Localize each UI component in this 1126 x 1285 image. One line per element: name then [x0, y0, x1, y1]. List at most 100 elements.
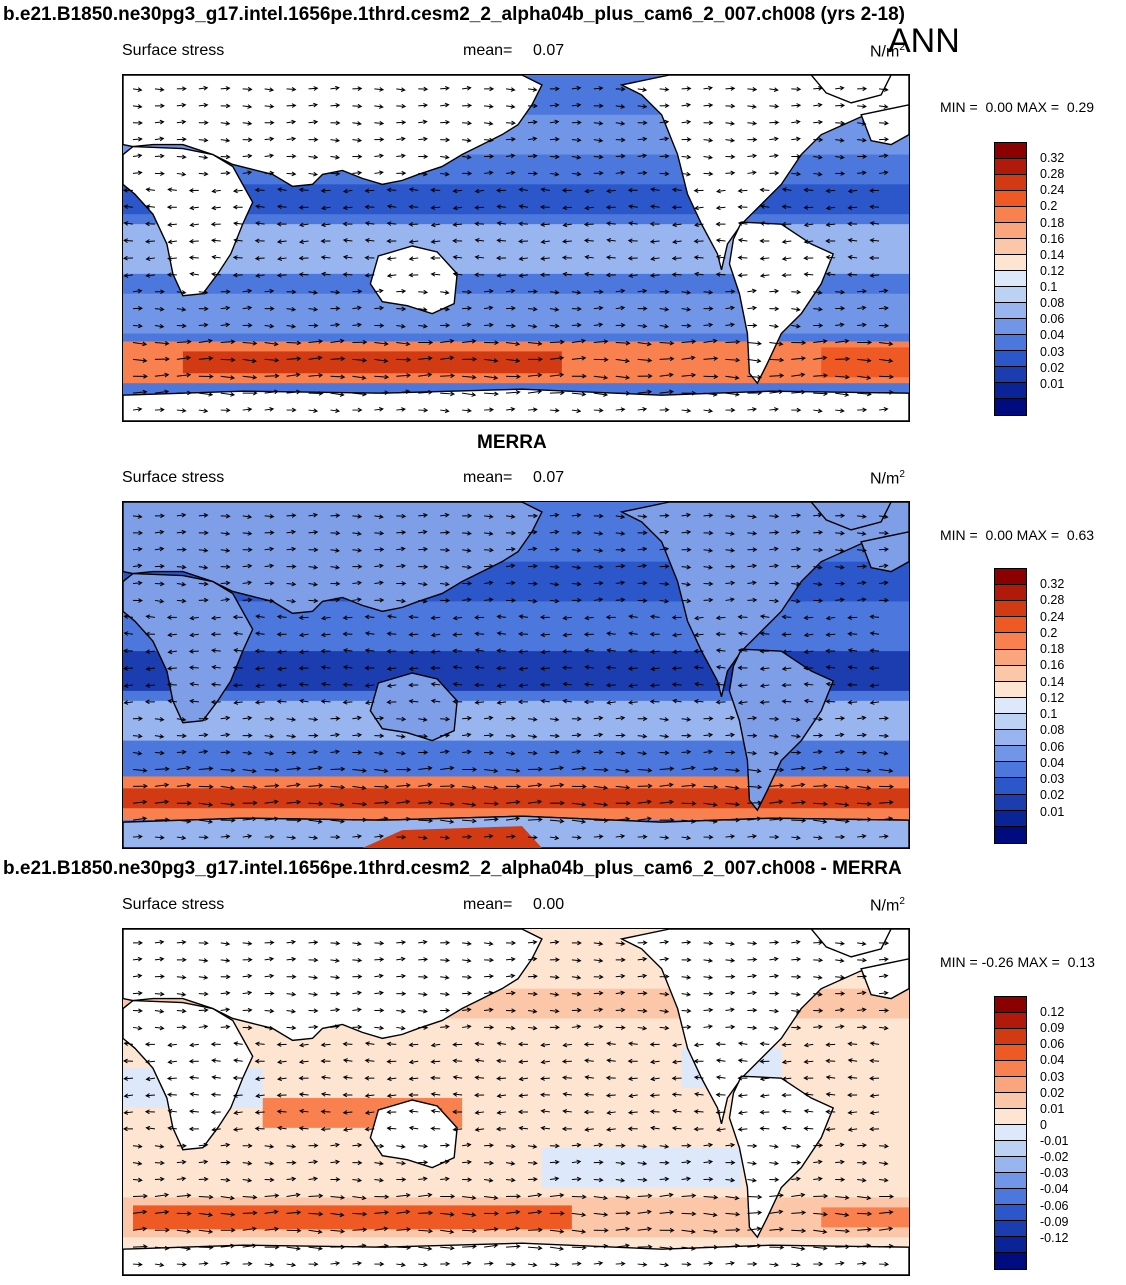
wind-vector	[418, 307, 428, 312]
wind-vector	[188, 239, 199, 244]
wind-vector	[342, 682, 353, 688]
wind-vector	[725, 1024, 736, 1030]
wind-vector	[725, 1177, 736, 1183]
wind-vector	[418, 800, 434, 805]
wind-vector	[298, 665, 309, 671]
wind-vector	[527, 974, 538, 979]
wind-vector	[715, 682, 726, 687]
wind-vector	[396, 581, 407, 586]
wind-vector	[725, 513, 736, 519]
wind-vector	[571, 991, 582, 997]
wind-vector	[527, 1144, 538, 1149]
wind-vector	[879, 597, 890, 603]
colorbar-swatch	[995, 585, 1026, 602]
wind-vector	[571, 512, 582, 518]
wind-vector	[769, 956, 779, 962]
wind-vector	[659, 1209, 675, 1215]
wind-vector	[462, 530, 472, 536]
wind-vector	[132, 783, 148, 789]
wind-vector	[791, 1192, 806, 1198]
wind-vector	[364, 1058, 375, 1064]
wind-vector	[330, 1212, 345, 1218]
wind-vector	[308, 1008, 319, 1014]
wind-vector	[198, 120, 209, 126]
wind-vector	[308, 408, 319, 414]
wind-vector	[869, 665, 880, 671]
wind-vector	[330, 530, 341, 536]
wind-vector	[132, 716, 143, 721]
wind-vector	[286, 86, 297, 92]
wind-vector	[747, 547, 758, 552]
wind-vector	[571, 1007, 582, 1013]
wind-vector	[484, 974, 494, 979]
wind-vector	[681, 102, 692, 108]
wind-vector	[123, 1076, 134, 1081]
wind-vector	[584, 648, 594, 653]
wind-vector	[320, 255, 331, 260]
wind-vector	[869, 1041, 880, 1046]
wind-vector	[549, 1143, 560, 1149]
wind-vector	[418, 1176, 428, 1182]
wind-vector	[418, 598, 428, 604]
wind-vector	[857, 1007, 867, 1013]
wind-vector	[791, 766, 806, 771]
wind-vector	[408, 272, 419, 278]
wind-vector	[220, 339, 236, 345]
wind-vector	[583, 238, 594, 243]
wind-vector	[857, 170, 867, 176]
wind-vector	[396, 103, 407, 109]
panel3-mean-value: 0.00	[533, 896, 565, 913]
wind-vector	[242, 1243, 257, 1249]
wind-vector	[418, 1210, 434, 1216]
wind-vector	[703, 137, 714, 143]
wind-vector	[593, 941, 604, 946]
wind-vector	[242, 750, 253, 756]
wind-vector	[255, 1093, 265, 1099]
wind-vector	[418, 992, 428, 997]
wind-vector	[703, 306, 714, 311]
wind-vector	[452, 1092, 463, 1097]
wind-vector	[154, 563, 165, 569]
wind-vector	[659, 1262, 670, 1268]
wind-vector	[264, 546, 275, 552]
wind-vector	[242, 104, 253, 109]
wind-vector	[759, 1041, 770, 1047]
wind-vector	[606, 221, 616, 226]
wind-vector	[803, 255, 814, 261]
wind-vector	[264, 104, 275, 109]
wind-vector	[440, 547, 451, 553]
wind-vector	[308, 137, 319, 142]
wind-vector	[242, 768, 257, 774]
wind-vector	[167, 1042, 177, 1048]
wind-vector	[813, 323, 824, 328]
wind-vector	[549, 564, 560, 570]
wind-vector	[781, 256, 792, 261]
wind-vector	[440, 1143, 451, 1148]
wind-vector	[791, 564, 802, 570]
wind-vector	[835, 581, 846, 586]
wind-vector	[813, 716, 824, 722]
wind-vector	[276, 699, 287, 704]
wind-vector	[825, 1109, 836, 1115]
wind-vector	[396, 170, 407, 176]
wind-vector	[264, 170, 275, 176]
wind-vector	[857, 597, 867, 603]
wind-vector	[517, 699, 528, 705]
wind-vector	[703, 732, 714, 738]
wind-vector	[496, 1110, 507, 1115]
colorbar-swatch	[995, 159, 1026, 175]
wind-vector	[879, 1143, 889, 1149]
wind-vector	[145, 239, 155, 244]
wind-vector	[615, 322, 626, 328]
wind-vector	[374, 1226, 389, 1232]
wind-vector	[123, 1093, 134, 1099]
wind-vector	[628, 221, 638, 226]
wind-vector	[593, 392, 609, 397]
wind-vector	[452, 1075, 463, 1080]
wind-vector	[571, 716, 582, 722]
wind-vector	[769, 1160, 779, 1166]
wind-vector	[154, 974, 165, 979]
wind-vector	[330, 374, 346, 380]
wind-vector	[769, 1177, 780, 1182]
wind-vector	[615, 580, 626, 586]
